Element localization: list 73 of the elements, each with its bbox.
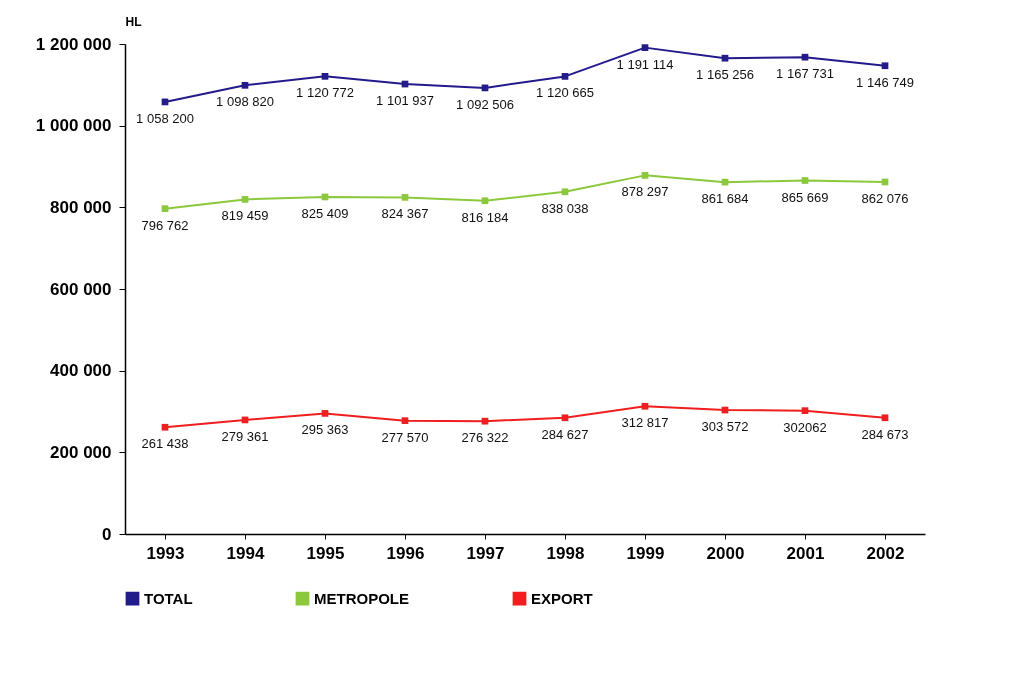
point — [641, 402, 649, 410]
y-axis-title: HL — [125, 14, 142, 29]
x-tick-label: 1993 — [146, 543, 185, 563]
x-tick-label: 1996 — [386, 543, 425, 563]
x-tick-label: 2000 — [706, 543, 745, 563]
point — [561, 73, 569, 80]
data-label: 825 409 — [301, 205, 349, 221]
data-label: 1 165 256 — [696, 67, 754, 83]
data-label: 279 361 — [221, 428, 269, 444]
point — [241, 81, 249, 89]
data-label: 1 191 114 — [616, 56, 674, 72]
data-label: 865 669 — [781, 189, 829, 205]
y-tick-label: 400 000 — [50, 361, 112, 381]
point — [161, 205, 169, 213]
data-label: 276 322 — [461, 430, 509, 446]
data-label: 878 297 — [621, 184, 669, 200]
x-tick-label: 2002 — [866, 543, 905, 563]
point — [321, 73, 329, 80]
data-label: 295 363 — [301, 422, 349, 438]
data-label: 1 101 937 — [376, 93, 434, 109]
legend-label: EXPORT — [531, 589, 593, 607]
point — [801, 53, 809, 61]
point — [881, 62, 889, 70]
point — [561, 188, 569, 196]
point — [481, 197, 489, 205]
y-tick-label: 600 000 — [50, 279, 112, 299]
data-label: 819 459 — [221, 208, 269, 224]
x-tick-label: 1995 — [306, 543, 345, 563]
data-label: 1 098 820 — [216, 94, 274, 110]
data-label: 312 817 — [621, 415, 669, 431]
point — [561, 414, 569, 422]
data-label: 1 146 749 — [856, 74, 914, 90]
data-label: 1 120 665 — [536, 85, 594, 101]
data-label: 862 076 — [861, 190, 909, 206]
data-label: 838 038 — [541, 200, 589, 216]
x-tick-label: 2001 — [786, 543, 825, 563]
point — [801, 177, 809, 184]
data-label: 303 572 — [701, 419, 749, 435]
x-tick-label: 1998 — [546, 543, 585, 563]
point — [401, 417, 409, 425]
data-label: 261 438 — [141, 436, 189, 452]
y-tick-label: 800 000 — [50, 197, 112, 217]
point — [241, 196, 249, 203]
data-label: 861 684 — [701, 191, 749, 207]
point — [721, 54, 729, 62]
data-label: 284 627 — [541, 426, 589, 442]
point — [321, 410, 329, 417]
point — [801, 407, 809, 415]
point — [641, 172, 649, 179]
data-label: 824 367 — [381, 206, 429, 222]
legend-label: TOTAL — [144, 589, 193, 607]
x-tick-label: 1994 — [226, 543, 265, 563]
legend-label: METROPOLE — [314, 589, 410, 607]
y-tick-label: 0 — [102, 524, 112, 544]
point — [641, 44, 649, 51]
y-tick-label: 1 000 000 — [35, 116, 112, 136]
data-label: 1 058 200 — [136, 110, 194, 126]
x-tick-label: 1997 — [466, 543, 505, 563]
data-label: 816 184 — [461, 209, 509, 225]
y-tick-label: 200 000 — [50, 442, 112, 462]
y-tick-label: 1 200 000 — [35, 34, 112, 54]
point — [481, 417, 489, 425]
x-tick-label: 1999 — [626, 543, 665, 563]
point — [161, 423, 169, 431]
data-label: 1 092 506 — [456, 96, 514, 112]
data-label: 277 570 — [381, 429, 429, 445]
data-label: 1 167 731 — [776, 66, 834, 82]
data-label: 302062 — [783, 419, 827, 435]
data-label: 1 120 772 — [296, 85, 354, 101]
point — [881, 414, 889, 422]
data-label: 796 762 — [141, 217, 189, 233]
point — [401, 194, 409, 201]
data-label: 284 673 — [861, 426, 909, 442]
